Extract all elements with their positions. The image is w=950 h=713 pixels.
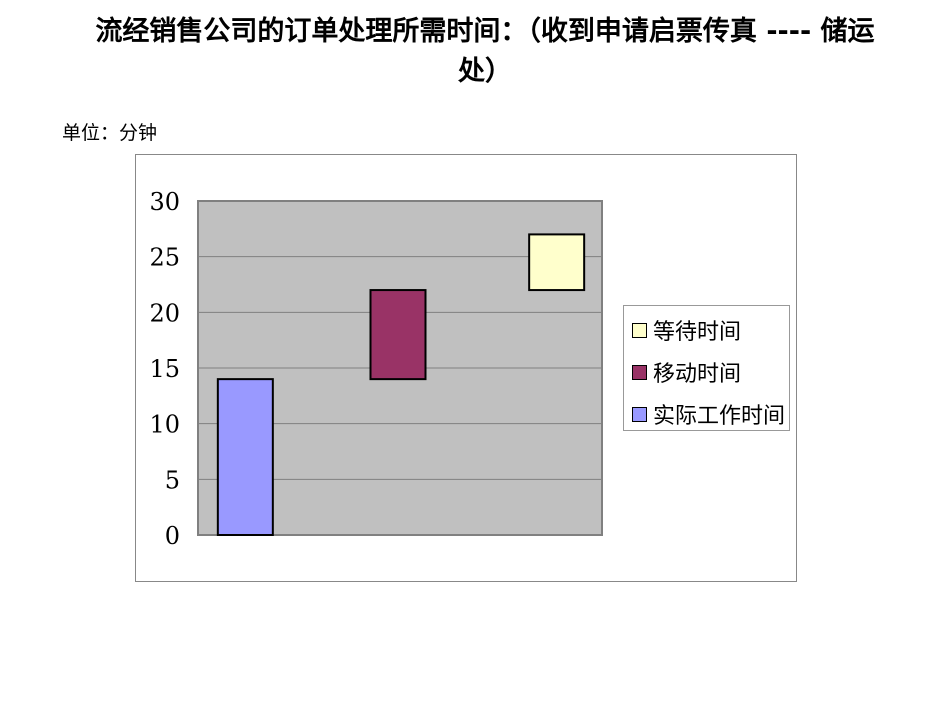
legend: 等待时间 移动时间 实际工作时间	[623, 305, 790, 431]
legend-label: 实际工作时间	[653, 404, 786, 429]
y-tick-label: 30	[149, 188, 180, 216]
unit-label: 单位：分钟	[62, 122, 158, 144]
legend-item-moving: 移动时间	[632, 356, 741, 388]
legend-item-waiting: 等待时间	[632, 314, 741, 346]
y-tick-label: 20	[149, 299, 180, 327]
legend-swatch	[632, 406, 647, 422]
y-tick-label: 0	[165, 522, 180, 550]
bar-移动时间	[369, 289, 427, 381]
y-tick-label: 15	[149, 355, 180, 383]
y-tick-label: 10	[149, 411, 180, 439]
bar-实际工作时间	[216, 378, 274, 536]
legend-swatch	[632, 322, 647, 338]
legend-swatch	[632, 364, 647, 380]
y-tick-label: 25	[149, 244, 180, 272]
legend-label: 等待时间	[653, 320, 742, 345]
y-tick-label: 5	[165, 466, 180, 494]
legend-label: 移动时间	[653, 362, 742, 387]
page-title: 流经销售公司的订单处理所需时间：（收到申请启票传真 ---- 储运处）	[95, 16, 875, 87]
bar-等待时间	[528, 233, 586, 292]
legend-item-work: 实际工作时间	[632, 398, 785, 430]
